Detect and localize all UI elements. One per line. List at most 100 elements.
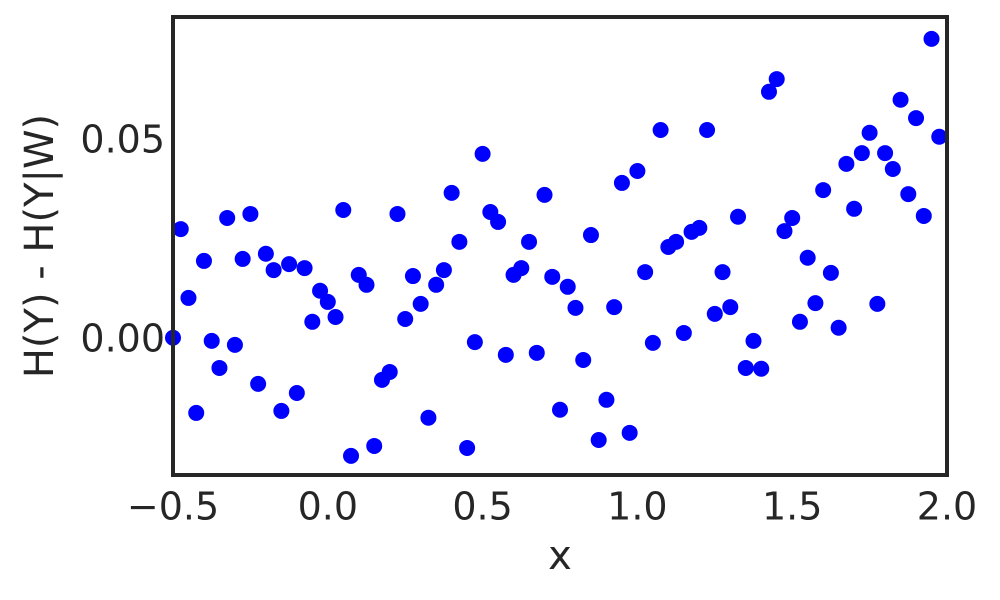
point: [923, 30, 940, 47]
point: [613, 174, 630, 191]
point: [730, 208, 747, 225]
x-tick-label: 1.5: [762, 485, 822, 529]
point: [281, 256, 298, 273]
point: [675, 324, 692, 341]
point: [699, 122, 716, 139]
point: [706, 305, 723, 322]
point: [791, 313, 808, 330]
point: [776, 223, 793, 240]
point: [304, 313, 321, 330]
point: [900, 186, 917, 203]
point: [203, 332, 220, 349]
x-tick-label: 1.0: [607, 485, 667, 529]
point: [590, 431, 607, 448]
point: [296, 260, 313, 277]
point: [513, 260, 530, 277]
point: [552, 401, 568, 418]
point: [544, 268, 561, 285]
y-tick-label: 0.05: [80, 117, 165, 161]
point: [892, 91, 909, 108]
x-tick-label: 0.5: [452, 485, 512, 529]
point: [559, 278, 576, 295]
point: [180, 289, 197, 306]
point: [822, 264, 839, 281]
point: [737, 359, 754, 376]
point: [606, 299, 623, 316]
point: [466, 334, 483, 351]
point: [528, 344, 545, 361]
point: [327, 309, 344, 326]
point: [451, 233, 468, 250]
plot-frame: [171, 15, 949, 477]
point: [753, 360, 770, 377]
point: [637, 264, 654, 281]
x-tick-label: −0.5: [127, 485, 219, 529]
point: [536, 186, 553, 203]
point: [397, 311, 414, 328]
point: [366, 437, 383, 454]
point: [877, 145, 894, 162]
y-tick-label: 0.00: [80, 316, 165, 360]
point: [884, 161, 901, 178]
point: [722, 299, 739, 316]
point: [459, 439, 476, 456]
x-axis-label: x: [548, 533, 572, 579]
point: [575, 352, 592, 369]
point: [691, 219, 708, 236]
point: [404, 268, 421, 285]
point: [497, 346, 514, 363]
point: [869, 295, 886, 312]
point: [312, 282, 329, 299]
point: [265, 262, 282, 279]
point: [226, 336, 243, 353]
point: [567, 299, 584, 316]
point: [172, 221, 189, 238]
point: [428, 276, 445, 293]
point: [815, 182, 832, 199]
point: [195, 252, 212, 269]
point: [644, 334, 661, 351]
point: [915, 207, 932, 224]
point: [420, 409, 437, 426]
point: [412, 295, 429, 312]
point: [799, 249, 816, 266]
point: [288, 385, 305, 402]
point: [629, 162, 646, 179]
point: [234, 250, 251, 267]
point: [621, 424, 638, 441]
point: [931, 128, 948, 145]
x-tick-label: 0.0: [298, 485, 358, 529]
point: [358, 276, 375, 293]
point: [714, 264, 731, 281]
point: [830, 319, 847, 336]
point: [389, 205, 406, 222]
point: [598, 391, 615, 408]
point: [343, 447, 360, 464]
point: [521, 233, 538, 250]
point: [443, 184, 460, 201]
point: [668, 233, 685, 250]
x-tick-label: 2.0: [917, 485, 977, 529]
y-axis-label: H(Y) - H(Y|W): [17, 114, 63, 378]
point: [474, 145, 491, 162]
point: [490, 213, 507, 230]
point: [219, 209, 236, 226]
point: [908, 110, 925, 127]
point: [807, 295, 824, 312]
point: [861, 124, 878, 141]
point: [582, 227, 599, 244]
point: [846, 200, 863, 217]
point: [257, 245, 274, 262]
point: [319, 293, 336, 310]
point: [381, 363, 398, 380]
point: [250, 375, 267, 392]
point: [652, 122, 669, 139]
point: [784, 209, 801, 226]
point: [745, 332, 762, 349]
point: [853, 145, 870, 162]
point: [435, 262, 452, 279]
point: [838, 155, 855, 172]
point: [760, 83, 777, 100]
